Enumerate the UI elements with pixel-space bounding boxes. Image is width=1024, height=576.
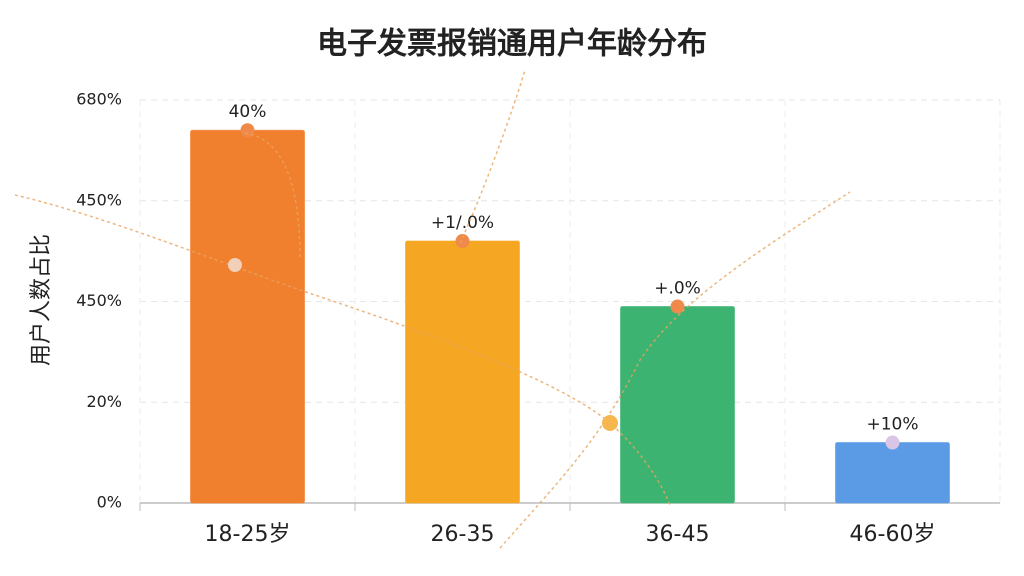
bar-top-dot: [885, 435, 900, 450]
y-tick-label: 450%: [76, 190, 122, 209]
decorative-dot: [602, 415, 618, 431]
decorative-curve: [459, 69, 526, 244]
decorative-curve: [499, 191, 851, 549]
y-tick-label: 20%: [86, 392, 122, 411]
decorative-curve: [244, 132, 301, 261]
decorative-curve: [14, 194, 671, 506]
bar-top-dot: [240, 123, 255, 138]
x-tick-label: 36-45: [646, 522, 710, 547]
x-tick-label: 26-35: [431, 522, 495, 547]
value-label: +.0%: [654, 279, 701, 299]
y-tick-label: 0%: [97, 493, 122, 512]
y-tick-label: 450%: [76, 291, 122, 310]
decorative-dot: [228, 258, 242, 272]
bar: [405, 240, 520, 504]
chart-title: 电子发票报销通用户年龄分布: [317, 27, 707, 62]
x-tick-label: 46-60岁: [850, 522, 936, 547]
y-tick-label: 680%: [76, 90, 122, 109]
bar-top-dot: [670, 299, 685, 314]
bar: [620, 306, 735, 504]
bar: [835, 442, 950, 504]
value-label: 40%: [229, 102, 267, 122]
y-axis-label: 用户人数占比: [29, 234, 54, 366]
value-label: +10%: [866, 415, 918, 435]
bar: [190, 129, 305, 504]
bar-top-dot: [455, 234, 470, 249]
value-label: +1/.0%: [431, 213, 494, 233]
x-tick-label: 18-25岁: [205, 522, 291, 547]
decoration: [14, 69, 851, 549]
